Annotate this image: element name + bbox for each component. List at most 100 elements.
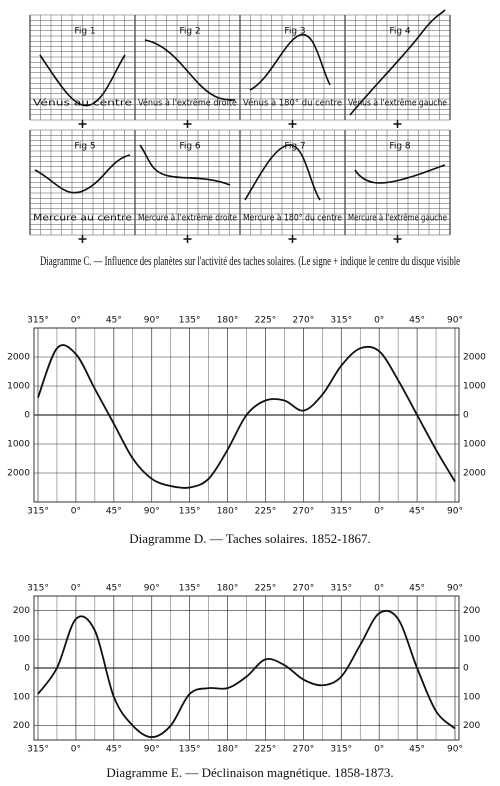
panel-label: Vénus à l'extrême droite bbox=[138, 98, 237, 109]
x-tick-label-top: 45° bbox=[106, 584, 122, 594]
center-cross bbox=[183, 120, 192, 128]
x-tick-label-top: 135° bbox=[179, 316, 201, 326]
x-tick-label-bottom: 45° bbox=[106, 745, 122, 755]
center-cross bbox=[78, 235, 87, 243]
x-tick-label-bottom: 45° bbox=[106, 507, 122, 517]
x-tick-label-top: 315° bbox=[27, 584, 49, 594]
y-tick-label: 0 bbox=[24, 664, 30, 674]
y-tick-label: 0 bbox=[24, 411, 30, 421]
panel-label: Mercure à l'extrême gauche bbox=[348, 213, 447, 224]
x-tick-label-bottom: 225° bbox=[255, 507, 277, 517]
x-tick-label-top: 90° bbox=[144, 584, 160, 594]
x-tick-label-bottom: 90° bbox=[447, 745, 463, 755]
x-tick-label-top: 45° bbox=[106, 316, 122, 326]
x-tick-label-top: 315° bbox=[330, 584, 352, 594]
x-tick-label-top: 270° bbox=[293, 584, 315, 594]
x-tick-label-bottom: 315° bbox=[330, 745, 352, 755]
panel-curve bbox=[39, 54, 126, 107]
y-tick-label: 100 bbox=[13, 635, 30, 645]
x-tick-label-top: 0° bbox=[71, 584, 81, 594]
panel-fig: Fig 3 bbox=[284, 27, 305, 37]
x-tick-label-top: 0° bbox=[374, 316, 384, 326]
x-tick-label-bottom: 90° bbox=[144, 745, 160, 755]
panel-curve bbox=[349, 9, 446, 116]
caption: Diagramme E. — Déclinaison magnétique. 1… bbox=[106, 765, 393, 780]
x-tick-label-top: 315° bbox=[330, 316, 352, 326]
x-tick-label-bottom: 180° bbox=[217, 745, 239, 755]
panel-curve bbox=[139, 144, 231, 186]
panel-fig: Fig 2 bbox=[179, 27, 200, 37]
panel-label: Vénus à l'extrême gauche bbox=[348, 98, 447, 109]
y-tick-label: 200 bbox=[13, 606, 30, 616]
x-tick-label-bottom: 315° bbox=[27, 507, 49, 517]
x-tick-label-bottom: 270° bbox=[293, 507, 315, 517]
panel-fig: Fig 4 bbox=[389, 27, 411, 37]
x-tick-label-bottom: 0° bbox=[71, 507, 81, 517]
x-tick-label-top: 270° bbox=[293, 316, 315, 326]
x-tick-label-top: 45° bbox=[409, 584, 425, 594]
x-tick-label-top: 0° bbox=[71, 316, 81, 326]
x-tick-label-top: 180° bbox=[217, 584, 239, 594]
y2-tick-label: 0 bbox=[463, 664, 469, 674]
y-tick-label: 1000 bbox=[7, 382, 30, 392]
y-tick-label: 2000 bbox=[7, 469, 30, 479]
panel-curve bbox=[354, 164, 446, 184]
panel-curve bbox=[144, 39, 236, 101]
caption: Diagramme D. — Taches solaires. 1852-186… bbox=[129, 531, 370, 546]
panel-label: Mercure à l'extrême droite bbox=[138, 213, 237, 224]
x-tick-label-top: 90° bbox=[447, 316, 463, 326]
panel-label: Vénus à 180° du centre bbox=[243, 98, 342, 109]
x-tick-label-bottom: 135° bbox=[179, 507, 201, 517]
panel-label: Vénus au centre bbox=[33, 98, 133, 109]
x-tick-label-top: 225° bbox=[255, 584, 277, 594]
caption-c: Diagramme C. — Influence des planètes su… bbox=[40, 253, 460, 268]
x-tick-label-top: 180° bbox=[217, 316, 239, 326]
y2-tick-label: 200 bbox=[463, 606, 480, 616]
x-tick-label-bottom: 45° bbox=[409, 745, 425, 755]
y2-tick-label: 1000 bbox=[463, 382, 486, 392]
center-cross bbox=[183, 235, 192, 243]
panel-curve bbox=[244, 144, 321, 201]
x-tick-label-bottom: 45° bbox=[409, 507, 425, 517]
y2-tick-label: 0 bbox=[463, 411, 469, 421]
center-cross bbox=[393, 235, 402, 243]
x-tick-label-bottom: 0° bbox=[71, 745, 81, 755]
x-tick-label-top: 45° bbox=[409, 316, 425, 326]
x-tick-label-top: 90° bbox=[144, 316, 160, 326]
y-tick-label: 200 bbox=[13, 721, 30, 731]
y2-tick-label: 1000 bbox=[463, 440, 486, 450]
x-tick-label-bottom: 315° bbox=[27, 745, 49, 755]
panel-label: Mercure à 180° du centre bbox=[243, 214, 342, 224]
x-tick-label-top: 90° bbox=[447, 584, 463, 594]
data-line bbox=[37, 344, 456, 489]
x-tick-label-bottom: 135° bbox=[179, 745, 201, 755]
y2-tick-label: 100 bbox=[463, 692, 480, 702]
y2-tick-label: 2000 bbox=[463, 353, 486, 363]
x-tick-label-bottom: 0° bbox=[374, 745, 384, 755]
center-cross bbox=[288, 120, 297, 128]
x-tick-label-bottom: 225° bbox=[255, 745, 277, 755]
x-tick-label-bottom: 315° bbox=[330, 507, 352, 517]
panel-label: Mercure au centre bbox=[33, 214, 133, 224]
panel-fig: Fig 1 bbox=[74, 27, 95, 37]
panel-curve bbox=[249, 33, 331, 91]
y-tick-label: 2000 bbox=[7, 353, 30, 363]
x-tick-label-top: 135° bbox=[179, 584, 201, 594]
x-tick-label-bottom: 0° bbox=[374, 507, 384, 517]
x-tick-label-bottom: 90° bbox=[447, 507, 463, 517]
center-cross bbox=[288, 235, 297, 243]
x-tick-label-bottom: 270° bbox=[293, 745, 315, 755]
panel-fig: Fig 7 bbox=[284, 142, 305, 152]
center-cross bbox=[78, 120, 87, 128]
x-tick-label-top: 0° bbox=[374, 584, 384, 594]
y-tick-label: 1000 bbox=[7, 440, 30, 450]
x-tick-label-top: 315° bbox=[27, 316, 49, 326]
panel-fig: Fig 6 bbox=[179, 142, 201, 152]
panel-curve bbox=[34, 154, 131, 194]
x-tick-label-bottom: 180° bbox=[217, 507, 239, 517]
y-tick-label: 100 bbox=[13, 692, 30, 702]
y2-tick-label: 2000 bbox=[463, 469, 486, 479]
data-line bbox=[37, 609, 456, 739]
